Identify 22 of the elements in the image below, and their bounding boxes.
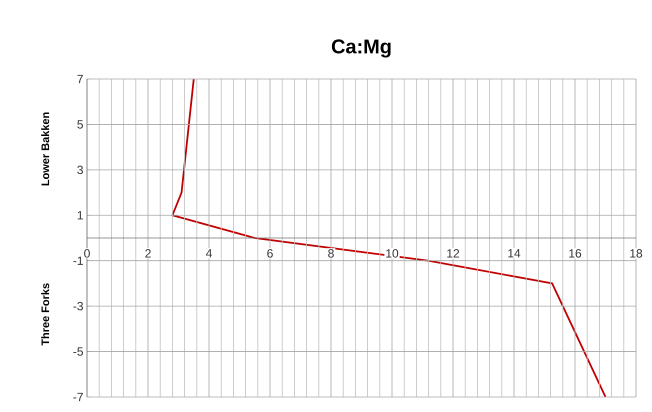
x-tick-label: 0 bbox=[84, 249, 90, 258]
y-tick-label: 5 bbox=[77, 120, 83, 129]
x-tick-label: 12 bbox=[447, 249, 460, 258]
x-tick-label: 18 bbox=[630, 249, 642, 258]
y-tick-label: -7 bbox=[73, 392, 83, 402]
x-tick-label: 6 bbox=[267, 249, 273, 258]
y-tick-label: -5 bbox=[73, 347, 83, 356]
x-tick-label: 8 bbox=[328, 249, 334, 258]
x-tick-label: 14 bbox=[508, 249, 520, 258]
x-tick-label: 2 bbox=[145, 249, 151, 258]
x-tick-label: 4 bbox=[206, 249, 212, 258]
text: Three Forks bbox=[41, 283, 50, 346]
line-series bbox=[172, 78, 606, 398]
chart-title: Ca:Mg bbox=[332, 39, 391, 58]
text: Lower Bakken bbox=[41, 112, 50, 186]
x-tick-label: 10 bbox=[386, 249, 398, 258]
y-tick-label: -1 bbox=[73, 256, 83, 265]
y-tick-label: 1 bbox=[78, 211, 83, 220]
y-tick-label: -3 bbox=[73, 302, 83, 310]
x-tick-label: 16 bbox=[569, 249, 582, 258]
y-tick-label: 3 bbox=[77, 166, 83, 174]
y-tick-label: 7 bbox=[77, 74, 83, 84]
